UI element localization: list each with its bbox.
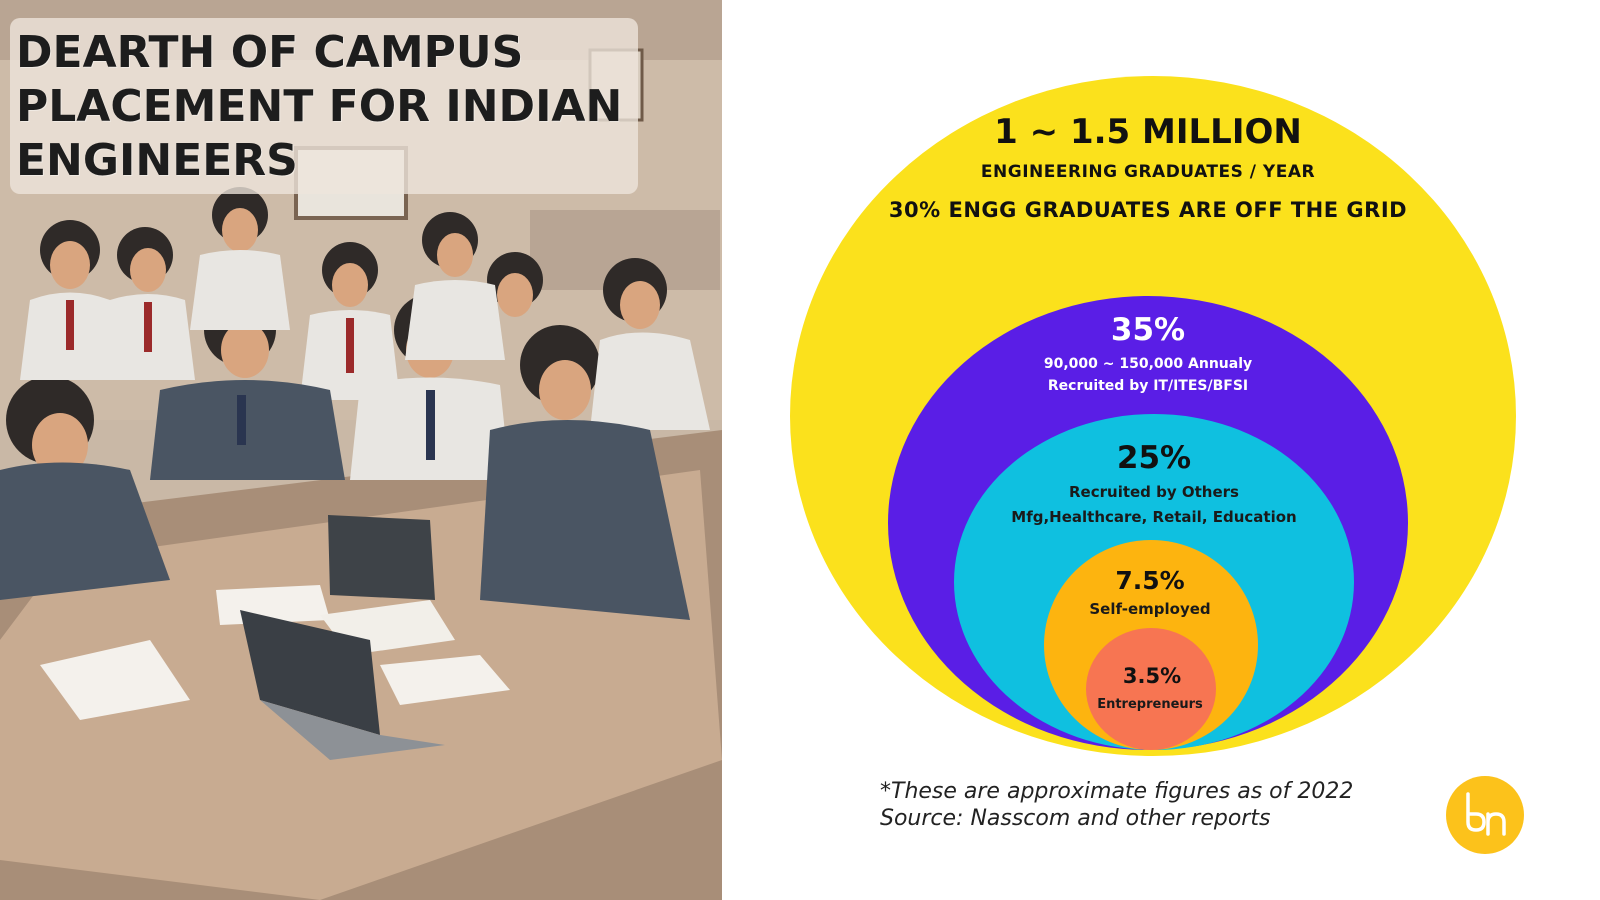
title-line-2: PLACEMENT FOR INDIAN <box>16 81 623 132</box>
percent-25: 25% <box>1116 440 1192 476</box>
outer-circle-graduates <box>790 76 1516 756</box>
circle-it-ites-bfsi <box>888 296 1408 750</box>
headline-million: 1 ~ 1.5 MILLION <box>994 112 1302 152</box>
label-35-line1: 90,000 ~ 150,000 Annualy <box>1043 356 1253 372</box>
percent-7-5: 7.5% <box>1115 566 1185 595</box>
title-line-3: ENGINEERS <box>16 135 298 186</box>
label-entrepreneurs: Entrepreneurs <box>1097 697 1203 712</box>
footnote-line-2: Source: Nasscom and other reports <box>880 806 1271 831</box>
subhead-graduates: ENGINEERING GRADUATES / YEAR <box>980 162 1316 182</box>
brand-logo <box>1446 776 1524 854</box>
title-box: DEARTH OF CAMPUS PLACEMENT FOR INDIAN EN… <box>10 18 639 194</box>
circle-others <box>954 414 1354 750</box>
illustration-panel: DEARTH OF CAMPUS PLACEMENT FOR INDIAN EN… <box>0 0 722 900</box>
percent-3-5: 3.5% <box>1122 664 1182 688</box>
note-off-grid: 30% ENGG GRADUATES ARE OFF THE GRID <box>888 198 1408 222</box>
circle-entrepreneurs <box>1086 628 1216 750</box>
label-self-employed: Self-employed <box>1089 600 1211 618</box>
brand-logo-icon <box>1466 792 1506 836</box>
percent-35: 35% <box>1110 312 1186 348</box>
label-35-line2: Recruited by IT/ITES/BFSI <box>1047 378 1249 394</box>
circle-self-employed <box>1044 540 1258 750</box>
title-line-1: DEARTH OF CAMPUS <box>16 27 524 78</box>
footnote-line-1: *These are approximate figures as of 202… <box>880 779 1354 804</box>
label-25-line1: Recruited by Others <box>1069 483 1239 501</box>
footnote: *These are approximate figures as of 202… <box>880 778 1353 832</box>
label-25-line2: Mfg,Healthcare, Retail, Education <box>1011 508 1297 526</box>
